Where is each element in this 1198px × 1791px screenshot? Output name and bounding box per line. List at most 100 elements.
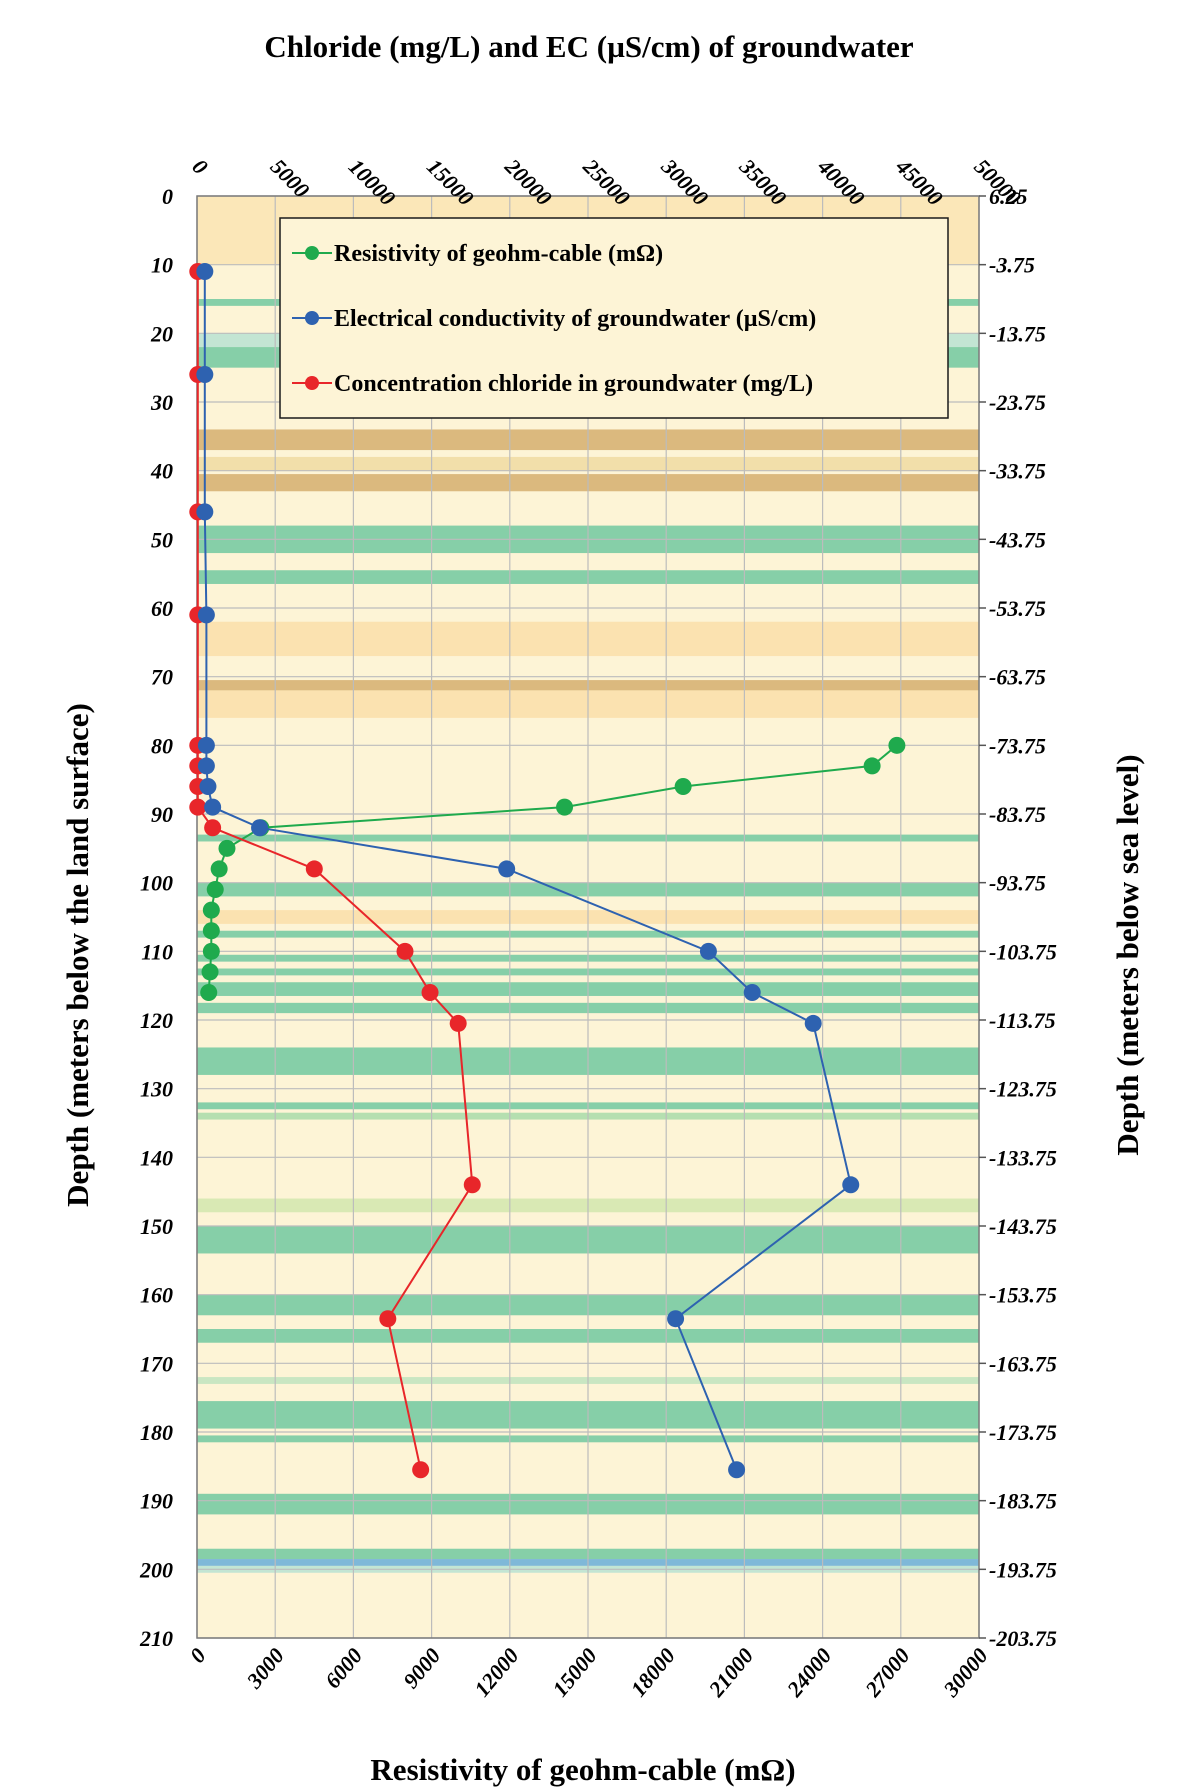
- data-point: [667, 1310, 685, 1328]
- data-point: [305, 860, 323, 878]
- data-point: [888, 736, 906, 754]
- data-point: [189, 798, 207, 816]
- legend-box: [279, 217, 949, 419]
- x-bottom-tick-label: 21000: [703, 1643, 758, 1702]
- y-axis-left-title: Depth (meters below the land surface): [60, 703, 95, 1207]
- x-bottom-tick-label: 24000: [781, 1643, 836, 1702]
- data-point: [863, 757, 881, 775]
- y-right-tick-label: -133.75: [989, 1145, 1057, 1170]
- y-left-tick-label: 90: [151, 802, 173, 827]
- data-point: [396, 942, 414, 960]
- y-left-tick-label: 180: [140, 1420, 173, 1445]
- y-right-tick-label: -33.75: [989, 459, 1046, 484]
- x-bottom-tick-label: 12000: [469, 1643, 524, 1701]
- y-right-tick-label: -63.75: [989, 665, 1046, 690]
- y-left-tick-label: 80: [151, 733, 173, 758]
- y-right-tick-label: -103.75: [989, 939, 1057, 964]
- data-point: [202, 942, 220, 960]
- x-axis-bottom-title: Resistivity of geohm-cable (mΩ): [370, 1752, 795, 1787]
- series-layer: [189, 263, 906, 1479]
- series-line: [196, 271, 474, 1471]
- y-left-tick-label: 110: [141, 939, 173, 964]
- legend-label: Electrical conductivity of groundwater (…: [334, 306, 816, 332]
- x-bottom-tick-label: 18000: [626, 1643, 681, 1701]
- y-left-tick-label: 0: [162, 184, 173, 209]
- chart-title: Chloride (mg/L) and EC (µS/cm) of ground…: [264, 29, 914, 64]
- y-left-tick-label: 160: [140, 1283, 173, 1308]
- y-right-tick-label: -173.75: [989, 1420, 1057, 1445]
- data-point: [449, 1014, 467, 1032]
- y-left-tick-label: 210: [139, 1626, 173, 1651]
- data-point: [197, 736, 215, 754]
- x-bottom-tick-label: 27000: [859, 1643, 914, 1702]
- y-right-tick-label: -143.75: [989, 1214, 1057, 1239]
- y-right-tick-label: -13.75: [989, 321, 1046, 346]
- data-point: [421, 984, 439, 1002]
- legend-label: Resistivity of geohm-cable (mΩ): [334, 241, 663, 267]
- y-right-tick-label: -153.75: [989, 1283, 1057, 1308]
- data-point: [196, 366, 214, 384]
- data-point: [197, 757, 215, 775]
- data-point: [197, 606, 215, 624]
- legend: Resistivity of geohm-cable (mΩ) Electrica…: [279, 217, 949, 419]
- y-left-tick-label: 40: [150, 459, 173, 484]
- y-right-tick-label: -93.75: [989, 871, 1046, 896]
- data-point: [199, 778, 217, 796]
- x-bottom-tick-label: 9000: [398, 1643, 445, 1693]
- y-right-tick-label: -113.75: [989, 1008, 1056, 1033]
- x-bottom-tick-label: 6000: [320, 1643, 367, 1693]
- data-point: [218, 839, 236, 857]
- legend-label: Concentration chloride in groundwater (m…: [334, 371, 813, 397]
- legend-marker: [305, 311, 319, 325]
- data-point: [210, 860, 228, 878]
- data-point: [202, 922, 220, 940]
- data-point: [204, 819, 222, 837]
- data-point: [743, 984, 761, 1002]
- y-left-tick-label: 70: [151, 665, 173, 690]
- y-right-tick-label: -163.75: [989, 1351, 1057, 1376]
- y-left-tick-label: 130: [140, 1077, 173, 1102]
- y-right-tick-label: -43.75: [989, 527, 1046, 552]
- data-point: [251, 819, 269, 837]
- series-2: [196, 263, 860, 1479]
- data-point: [556, 798, 574, 816]
- x-bottom-tick-label: 0: [185, 1643, 211, 1667]
- data-point: [196, 263, 214, 281]
- y-right-tick-label: -193.75: [989, 1557, 1057, 1582]
- x-top-tick-label: 0: [187, 154, 212, 179]
- y-left-tick-label: 30: [150, 390, 173, 415]
- y-right-tick-label: -73.75: [989, 733, 1046, 758]
- data-point: [206, 881, 224, 899]
- data-point: [699, 942, 717, 960]
- data-point: [412, 1461, 430, 1479]
- x-bottom-tick-label: 3000: [241, 1643, 289, 1694]
- data-point: [204, 798, 222, 816]
- y-right-tick-label: -123.75: [989, 1077, 1057, 1102]
- y-right-tick-label: -183.75: [989, 1489, 1057, 1514]
- y-left-tick-label: 100: [140, 871, 173, 896]
- y-right-tick-label: -3.75: [989, 253, 1035, 278]
- y-left-tick-label: 20: [150, 321, 173, 346]
- y-left-tick-label: 50: [151, 527, 173, 552]
- y-right-tick-label: -53.75: [989, 596, 1046, 621]
- y-left-tick-label: 60: [151, 596, 173, 621]
- data-point: [379, 1310, 397, 1328]
- y-axis-right-title: Depth (meters below sea level): [1110, 754, 1145, 1155]
- x-bottom-tick-label: 30000: [938, 1643, 993, 1702]
- data-point: [202, 901, 220, 919]
- x-bottom-tick-label: 15000: [547, 1643, 602, 1701]
- y-left-tick-label: 150: [140, 1214, 173, 1239]
- series-line: [203, 271, 852, 1471]
- data-point: [200, 984, 218, 1002]
- y-left-tick-label: 140: [140, 1145, 173, 1170]
- data-point: [804, 1014, 822, 1032]
- plot-frame: [196, 195, 980, 1639]
- data-point: [463, 1176, 481, 1194]
- legend-marker: [305, 246, 319, 260]
- data-point: [728, 1461, 746, 1479]
- y-left-tick-label: 200: [139, 1557, 173, 1582]
- y-left-tick-label: 190: [140, 1489, 173, 1514]
- data-point: [498, 860, 516, 878]
- y-left-tick-label: 10: [151, 253, 173, 278]
